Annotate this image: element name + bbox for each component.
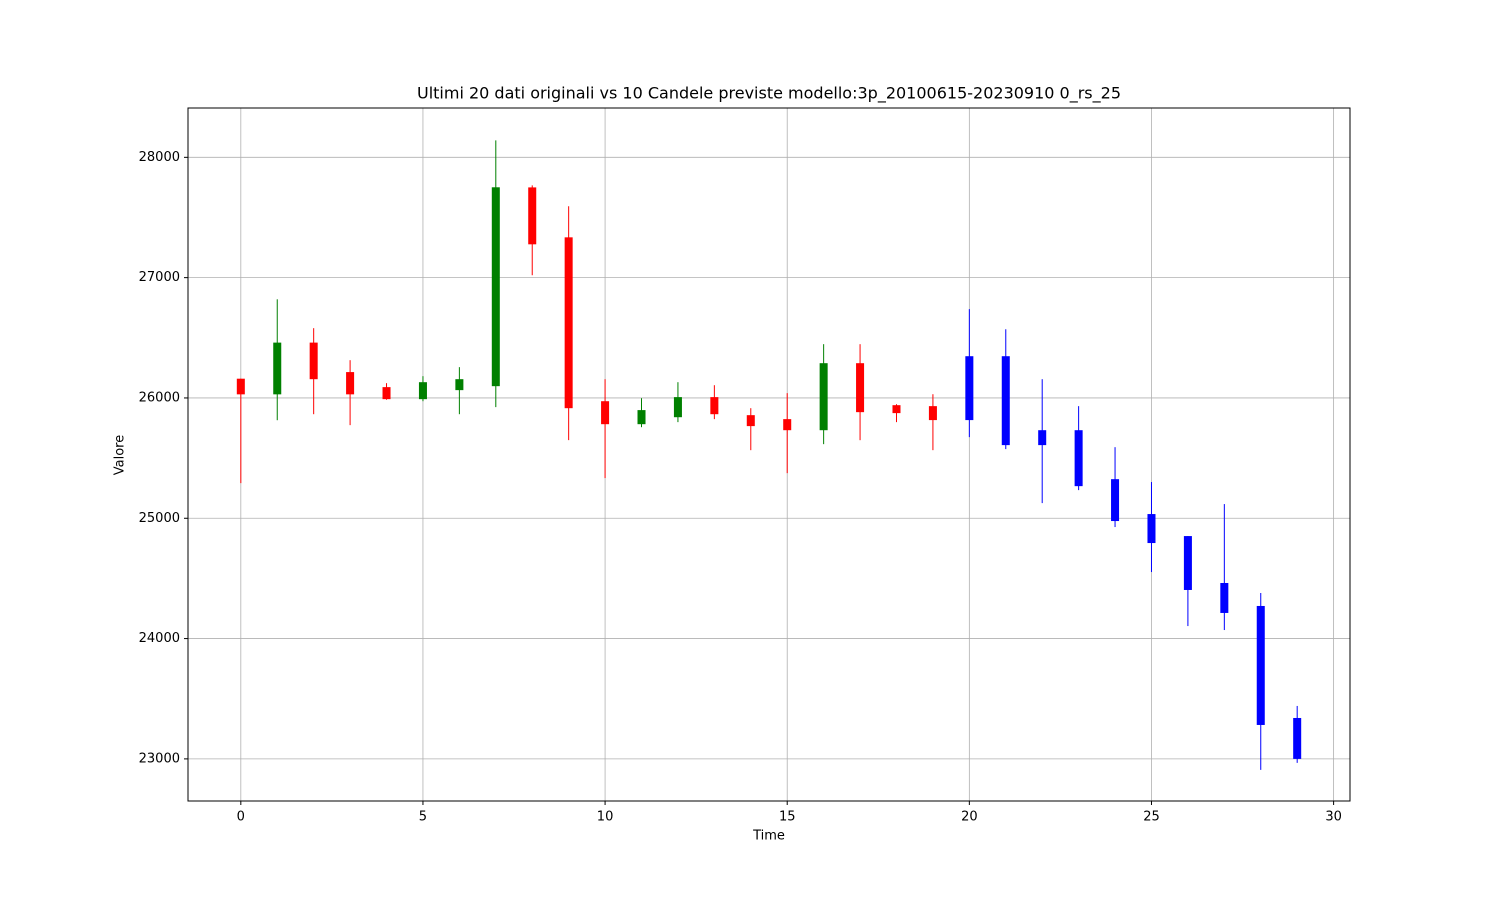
candle-body [273,342,282,395]
x-tick-label: 25 [1143,810,1160,825]
chart-title: Ultimi 20 dati originali vs 10 Candele p… [417,84,1121,104]
plot-frame [187,107,1351,802]
candle-body [601,401,610,425]
y-tick-label: 23000 [139,751,180,766]
y-tick-label: 27000 [139,270,180,285]
candle-body [928,406,937,421]
candle-body [528,187,537,245]
y-tick-label: 24000 [139,631,180,646]
y-tick-label: 25000 [139,511,180,526]
candle-body [819,363,828,431]
x-axis-label: Time [752,829,785,844]
candle-body [564,237,573,409]
y-axis-label: Valore [113,435,128,475]
candle-body [491,187,500,387]
candle-body [1183,536,1192,590]
candle-body [892,405,901,414]
candle-body [1001,356,1010,446]
candle-body [382,387,391,400]
candle-body [309,342,318,380]
y-tick-label: 26000 [139,390,180,405]
x-tick-label: 0 [237,810,245,825]
candle-body [1293,717,1302,759]
candle-body [1038,430,1047,446]
candle-body [1220,582,1229,613]
x-tick-label: 15 [779,810,796,825]
candle-body [418,382,427,400]
x-tick-label: 30 [1325,810,1342,825]
candle-body [710,397,719,415]
y-tick-label: 28000 [139,150,180,165]
candle-body [746,415,755,427]
candle-body [1074,430,1083,487]
x-tick-label: 5 [419,810,427,825]
candle-body [1256,605,1265,725]
candle-body [236,378,245,395]
x-tick-label: 10 [597,810,614,825]
candle-body [1147,514,1156,544]
candle-body [455,379,464,391]
candle-body [965,356,974,421]
candle-body [346,372,355,395]
candle-body [856,363,865,413]
candle-body [783,419,792,431]
x-tick-label: 20 [961,810,978,825]
candle-body [637,410,646,425]
candle-body [673,397,682,418]
candle-body [1111,479,1120,522]
